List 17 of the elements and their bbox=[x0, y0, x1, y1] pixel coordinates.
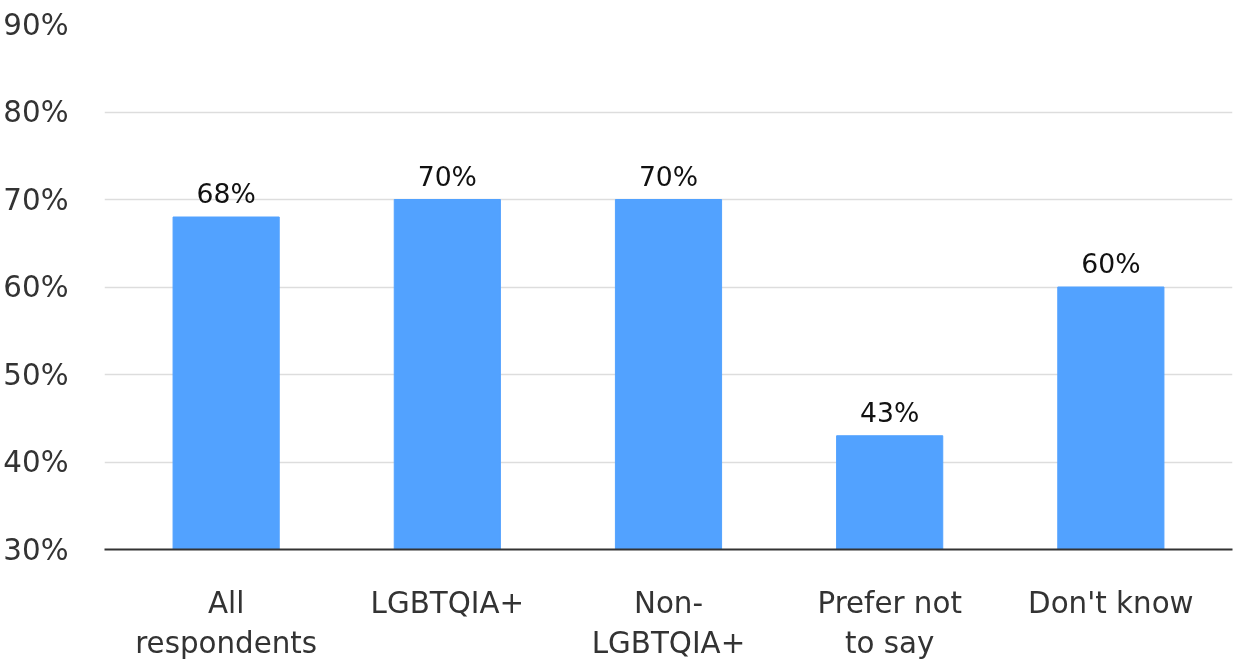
x-tick-label: Prefer not to say bbox=[817, 585, 962, 661]
y-tick-label: 30% bbox=[3, 532, 69, 567]
x-tick-label: Don't know bbox=[1028, 585, 1194, 620]
data-label: 60% bbox=[1081, 248, 1141, 279]
y-tick-label: 70% bbox=[3, 182, 69, 217]
data-label: 70% bbox=[417, 160, 477, 192]
y-tick-label: 50% bbox=[3, 357, 69, 392]
x-tick-label: Non-LGBTQIA+ bbox=[591, 585, 746, 661]
x-tick-label: LGBTQIA+ bbox=[370, 585, 525, 620]
y-tick-label: 60% bbox=[3, 270, 69, 304]
y-tick-label: 80% bbox=[3, 95, 69, 129]
y-tick-label: 40% bbox=[3, 445, 69, 479]
x-tick-label: All respondents bbox=[135, 585, 318, 661]
data-label: 70% bbox=[638, 160, 699, 192]
data-label: 43% bbox=[860, 396, 920, 428]
data-label: 68% bbox=[196, 178, 256, 209]
y-tick-label: 90% bbox=[3, 7, 69, 42]
